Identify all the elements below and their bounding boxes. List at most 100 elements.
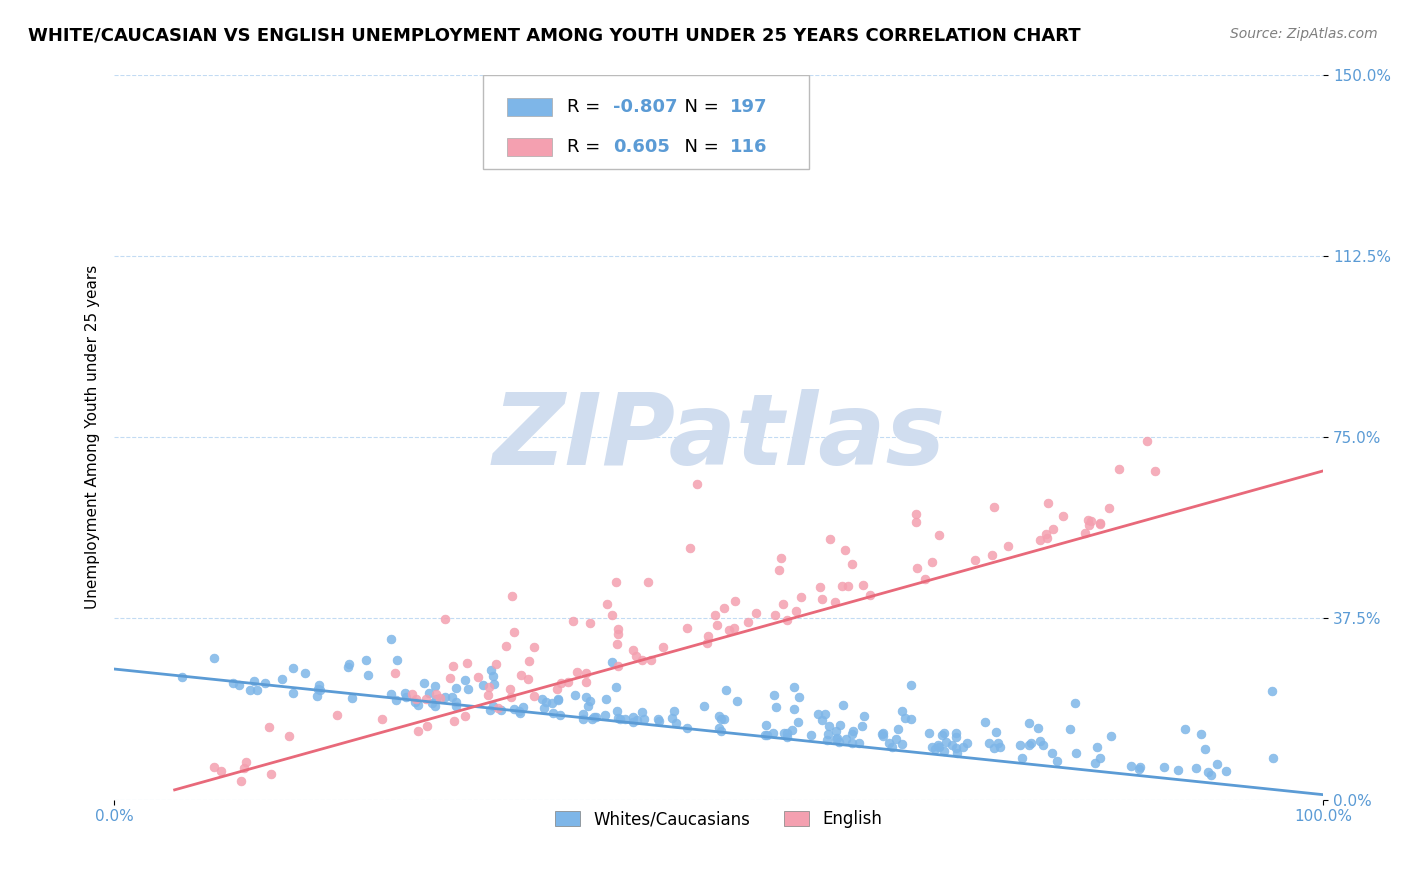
Point (676, 621, 699, 635)
Point (501, 589, 523, 603)
Point (1074, 525, 1097, 540)
Point (485, 657, 508, 672)
Point (983, 500, 1005, 515)
Point (307, 689, 329, 703)
Point (1078, 518, 1101, 533)
Point (337, 657, 360, 671)
Point (1098, 500, 1121, 515)
Point (1040, 746, 1063, 760)
Point (406, 723, 429, 738)
Point (541, 697, 564, 711)
Point (686, 476, 709, 491)
Point (872, 730, 894, 744)
Point (984, 725, 1007, 739)
Point (254, 676, 277, 690)
Point (471, 678, 494, 692)
Point (534, 695, 557, 709)
Point (932, 744, 955, 758)
Point (997, 539, 1019, 553)
Point (307, 681, 329, 696)
Point (418, 686, 440, 700)
Point (787, 715, 810, 730)
Text: 197: 197 (730, 98, 768, 116)
Point (1029, 734, 1052, 748)
Point (945, 741, 967, 756)
Point (755, 718, 778, 732)
Point (810, 713, 832, 727)
Point (818, 532, 841, 546)
Point (607, 658, 630, 673)
Point (547, 693, 569, 707)
Point (479, 663, 502, 677)
Point (257, 720, 280, 734)
Point (1011, 751, 1033, 765)
Point (807, 706, 830, 721)
Point (842, 724, 865, 739)
Point (235, 756, 257, 770)
Point (773, 726, 796, 740)
Point (624, 649, 647, 664)
Point (815, 732, 838, 747)
Point (482, 677, 505, 691)
Point (1185, 761, 1208, 775)
Point (824, 723, 846, 738)
Point (956, 736, 979, 750)
Point (941, 739, 963, 753)
Point (579, 615, 602, 630)
Point (621, 714, 644, 729)
Text: 116: 116 (730, 138, 768, 156)
Point (434, 690, 457, 704)
Point (425, 687, 447, 701)
Point (246, 682, 269, 697)
Point (233, 761, 256, 775)
Point (907, 561, 929, 575)
Point (928, 740, 950, 755)
Point (326, 708, 349, 723)
Point (981, 548, 1004, 562)
Point (1128, 762, 1150, 776)
Text: WHITE/CAUCASIAN VS ENGLISH UNEMPLOYMENT AMONG YOUTH UNDER 25 YEARS CORRELATION C: WHITE/CAUCASIAN VS ENGLISH UNEMPLOYMENT … (28, 27, 1081, 45)
Point (575, 690, 598, 704)
Point (385, 653, 408, 667)
Point (593, 708, 616, 723)
Point (336, 659, 359, 673)
Point (1153, 760, 1175, 774)
Point (900, 712, 922, 726)
Point (921, 555, 943, 569)
Point (891, 737, 914, 751)
Point (724, 594, 747, 608)
Point (408, 698, 430, 712)
Point (278, 729, 301, 743)
Point (477, 688, 499, 702)
Point (308, 678, 330, 692)
Point (945, 726, 967, 740)
Point (852, 578, 875, 592)
Point (1121, 758, 1143, 772)
Point (637, 575, 659, 590)
Point (309, 682, 332, 697)
Point (851, 719, 873, 733)
Point (890, 704, 912, 718)
Point (946, 746, 969, 760)
Point (1029, 533, 1052, 548)
Point (834, 543, 856, 558)
Point (613, 712, 636, 726)
Point (927, 738, 949, 752)
Point (1018, 738, 1040, 752)
Point (481, 698, 503, 713)
Point (575, 675, 598, 690)
Point (769, 551, 792, 566)
Point (596, 597, 619, 611)
Point (775, 725, 797, 739)
Text: Source: ZipAtlas.com: Source: ZipAtlas.com (1230, 27, 1378, 41)
Point (662, 704, 685, 718)
Point (828, 735, 851, 749)
Point (548, 707, 571, 722)
Point (1197, 764, 1219, 779)
Point (831, 579, 853, 593)
Point (963, 553, 986, 567)
Point (479, 703, 502, 717)
Point (546, 681, 568, 696)
Point (988, 740, 1011, 755)
Point (564, 688, 586, 702)
